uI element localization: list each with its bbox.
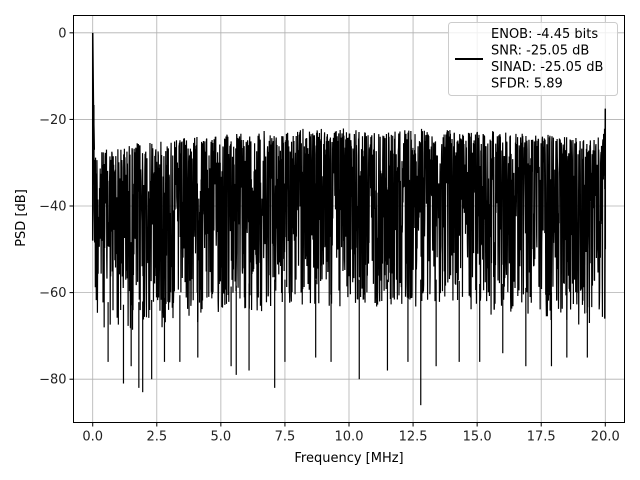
x-axis-ticks: 0.0 2.5 5.0 7.5 10.0 12.5 15.0 17.5 20.0: [82, 422, 620, 445]
x-tick-label: 10.0: [335, 430, 364, 445]
y-tick-label: −40: [39, 200, 66, 215]
x-tick-label: 20.0: [591, 430, 620, 445]
legend-text-line: SINAD: -25.05 dB: [491, 60, 603, 75]
x-tick-label: 0.0: [82, 430, 103, 445]
dc-peak: [91, 32, 96, 241]
y-tick-label: −80: [39, 373, 66, 388]
y-tick-label: 0: [58, 26, 66, 41]
psd-series-line: [92, 105, 606, 330]
plot-area: [91, 32, 607, 406]
x-tick-label: 17.5: [527, 430, 556, 445]
y-tick-label: −60: [39, 286, 66, 301]
legend-text-line: ENOB: -4.45 bits: [491, 27, 598, 42]
legend-box: [448, 22, 618, 96]
x-axis-label: Frequency [MHz]: [294, 451, 403, 466]
x-tick-label: 2.5: [146, 430, 167, 445]
x-tick-label: 5.0: [211, 430, 232, 445]
nyquist-peak: [604, 108, 607, 319]
y-tick-label: −20: [39, 113, 66, 128]
y-axis-ticks: 0 −20 −40 −60 −80: [39, 26, 74, 388]
y-axis-label: PSD [dB]: [14, 189, 29, 247]
x-tick-label: 15.0: [463, 430, 492, 445]
legend-text-line: SNR: -25.05 dB: [491, 44, 589, 59]
x-tick-label: 12.5: [399, 430, 428, 445]
legend-text-line: SFDR: 5.89: [491, 77, 563, 92]
x-tick-label: 7.5: [275, 430, 296, 445]
